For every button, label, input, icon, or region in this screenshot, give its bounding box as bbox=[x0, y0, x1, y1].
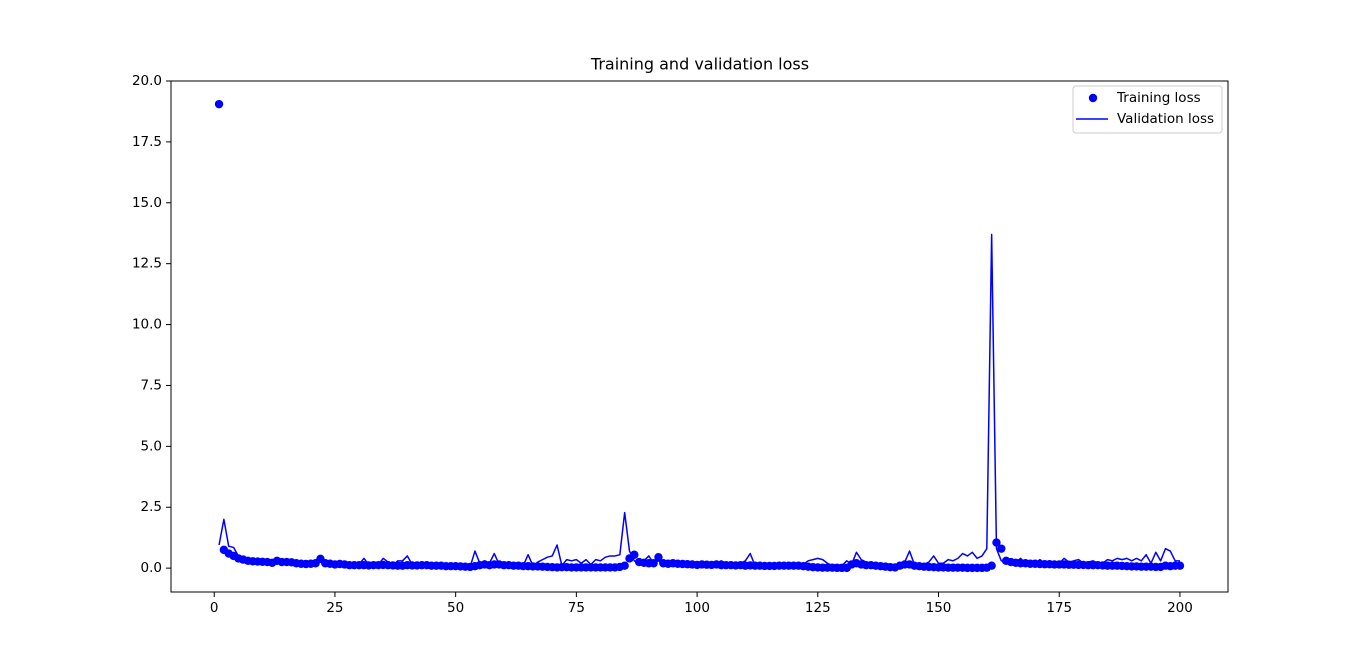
y-tick-label: 2.5 bbox=[141, 499, 162, 515]
marker bbox=[987, 561, 996, 570]
y-tick-label: 0.0 bbox=[141, 560, 162, 576]
x-tick-label: 75 bbox=[568, 600, 585, 616]
legend-label: Training loss bbox=[1116, 90, 1201, 106]
x-tick-label: 50 bbox=[447, 600, 464, 616]
y-tick-label: 17.5 bbox=[132, 134, 162, 150]
y-tick-label: 20.0 bbox=[132, 73, 162, 89]
x-tick-label: 25 bbox=[326, 600, 343, 616]
x-tick-label: 200 bbox=[1167, 600, 1193, 616]
plot-frame bbox=[170, 80, 1229, 593]
x-tick-label: 150 bbox=[926, 600, 952, 616]
y-tick-label: 5.0 bbox=[141, 438, 162, 454]
marker bbox=[214, 99, 224, 109]
chart-title: Training and validation loss bbox=[590, 55, 809, 74]
legend-marker bbox=[1088, 93, 1098, 103]
x-tick-label: 100 bbox=[684, 600, 710, 616]
x-tick-label: 0 bbox=[210, 600, 219, 616]
legend-label: Validation loss bbox=[1117, 111, 1214, 127]
legend-box bbox=[1072, 85, 1223, 134]
marker bbox=[997, 544, 1006, 553]
x-tick-label: 175 bbox=[1046, 600, 1072, 616]
y-tick-label: 10.0 bbox=[132, 317, 162, 333]
x-tick-label: 125 bbox=[805, 600, 831, 616]
y-tick-label: 7.5 bbox=[141, 377, 162, 393]
marker bbox=[654, 552, 663, 562]
line bbox=[218, 233, 1180, 568]
y-tick-label: 15.0 bbox=[132, 195, 162, 211]
marker bbox=[1175, 561, 1185, 570]
marker bbox=[620, 561, 629, 570]
y-tick-label: 12.5 bbox=[132, 256, 162, 272]
